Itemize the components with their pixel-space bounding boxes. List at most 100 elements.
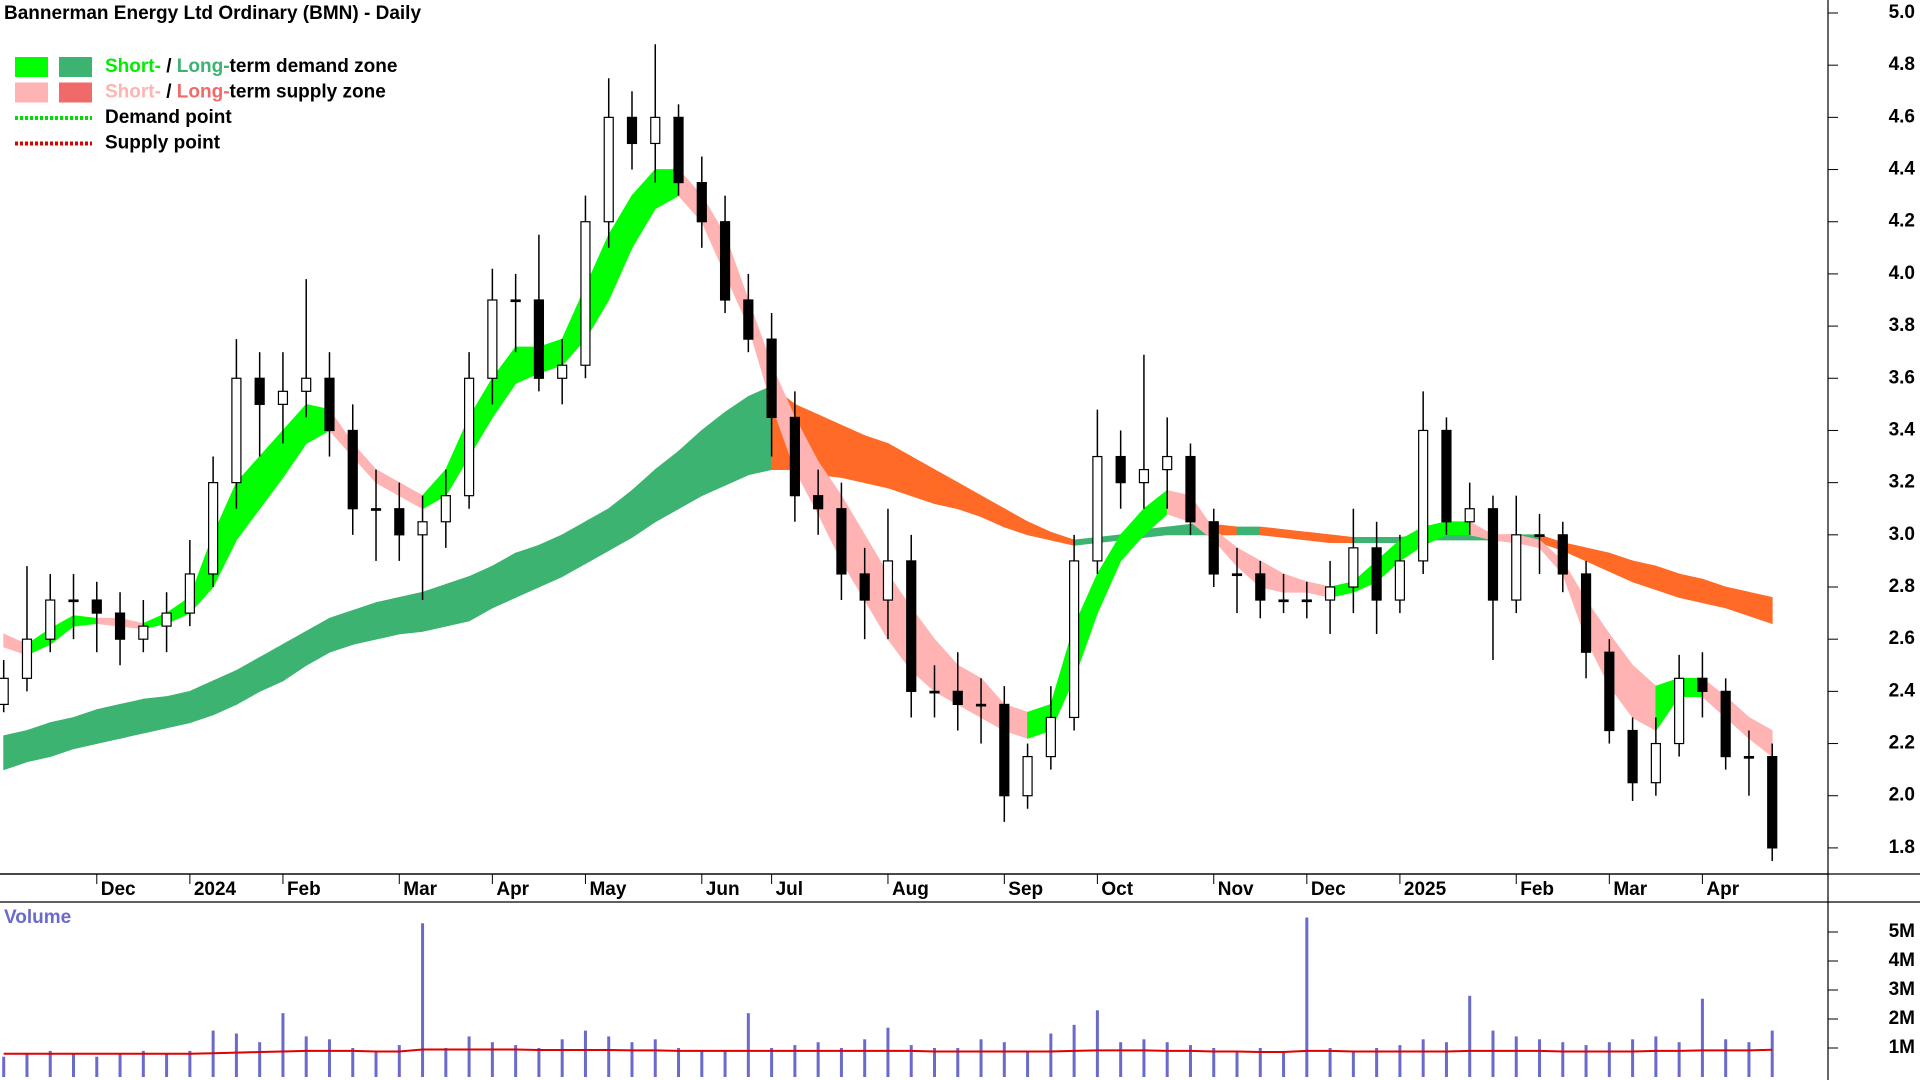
candle-body — [1557, 534, 1568, 575]
volume-bar — [165, 1053, 169, 1077]
zone-segment — [724, 395, 749, 486]
y-tick-label: 2.0 — [1889, 785, 1915, 806]
volume-bar — [1421, 1039, 1425, 1077]
volume-bar — [1212, 1048, 1216, 1077]
y-tick-label: 4M — [1889, 950, 1915, 971]
volume-bar — [1049, 1033, 1053, 1077]
volume-bar — [467, 1036, 471, 1077]
candle-body — [603, 116, 614, 223]
candle-body — [952, 690, 963, 706]
candle-body — [882, 560, 894, 601]
volume-bar — [304, 1036, 308, 1077]
volume-bar — [234, 1033, 238, 1077]
legend-text: Long- — [177, 56, 230, 77]
y-tick-label: 3.2 — [1889, 472, 1915, 493]
volume-bar — [653, 1039, 657, 1077]
volume-bar — [2, 1056, 6, 1077]
legend-text: Short- — [105, 82, 161, 103]
candle-body — [533, 299, 545, 379]
volume-bar — [490, 1042, 494, 1077]
volume-average — [3, 1048, 1773, 1055]
y-tick-label: 4.2 — [1889, 211, 1915, 232]
zone-segment — [398, 591, 423, 635]
x-tick-label: Mar — [403, 879, 437, 900]
candle-body — [1418, 429, 1429, 562]
y-tick-label: 1.8 — [1889, 837, 1915, 858]
zone-segment — [445, 576, 470, 627]
candle-body — [347, 429, 358, 510]
candle-body — [1487, 508, 1499, 601]
y-tick-label: 3.8 — [1889, 315, 1915, 336]
volume-bar — [1677, 1042, 1681, 1077]
volume-bar — [630, 1042, 634, 1077]
x-tick-label: Jun — [706, 879, 740, 900]
volume-bar — [421, 923, 425, 1077]
x-tick-label: Feb — [1520, 879, 1554, 900]
zone-segment — [1236, 526, 1261, 536]
candle-body — [999, 703, 1010, 797]
candle-body — [813, 495, 824, 510]
volume-bar — [607, 1036, 611, 1077]
zone-segment — [422, 583, 447, 632]
zone-segment — [329, 609, 354, 653]
volume-bar — [1142, 1039, 1146, 1077]
candle-body — [1767, 755, 1778, 849]
candle-body — [324, 377, 335, 432]
volume-bar — [1398, 1045, 1402, 1077]
volume-bar — [1491, 1030, 1495, 1077]
volume-bar — [723, 1050, 727, 1077]
legend-text: / — [161, 82, 177, 103]
candle-body — [1627, 729, 1638, 784]
volume-bar — [118, 1053, 122, 1077]
volume-bar — [1654, 1036, 1658, 1077]
legend-label: Demand point — [105, 107, 232, 128]
candle-body — [301, 377, 312, 392]
volume-bar — [933, 1048, 936, 1077]
candle-body — [254, 377, 265, 405]
candle-body — [859, 573, 870, 601]
candle-body — [1743, 755, 1755, 759]
legend-text: Long- — [177, 82, 230, 103]
candle-body — [394, 508, 405, 536]
x-tick-label: Dec — [1311, 879, 1346, 900]
y-tick-label: 2.4 — [1889, 680, 1916, 701]
x-tick-label: Feb — [287, 879, 321, 900]
x-tick-label: Aug — [892, 879, 929, 900]
legend-swatch — [15, 82, 48, 103]
volume-bar — [327, 1039, 331, 1077]
zone-segment — [1748, 591, 1773, 625]
y-tick-label: 3.0 — [1889, 524, 1915, 545]
volume-bar — [1375, 1048, 1379, 1077]
volume-bar — [1724, 1039, 1728, 1077]
volume-bar — [1584, 1045, 1588, 1077]
y-tick-label: 2.6 — [1889, 628, 1915, 649]
candle-body — [1534, 534, 1545, 537]
candle-body — [1371, 547, 1382, 601]
volume-bar — [1026, 1050, 1030, 1077]
y-tick-label: 4.4 — [1889, 159, 1916, 180]
candle-body — [1278, 599, 1289, 603]
x-tick-label: May — [589, 879, 626, 900]
candle-body — [1092, 455, 1103, 562]
candle-body — [766, 338, 777, 419]
legend-label: Short- / Long-term supply zone — [105, 82, 386, 103]
volume-bar — [1002, 1042, 1006, 1077]
candles — [0, 44, 1778, 861]
volume-bar — [397, 1045, 401, 1077]
volume-bar — [979, 1039, 983, 1077]
candle-body — [929, 690, 940, 694]
x-tick-label: Nov — [1218, 879, 1254, 900]
candle-body — [580, 221, 591, 366]
volume-bar — [1444, 1042, 1448, 1077]
volume-bar — [374, 1050, 378, 1077]
candle-body — [91, 599, 102, 614]
zone-segment — [841, 424, 866, 484]
volume-bar — [1351, 1050, 1355, 1077]
candle-body — [1324, 586, 1336, 601]
volume-bar — [1282, 1050, 1286, 1077]
legend-text: Supply point — [105, 133, 221, 154]
candle-body — [557, 364, 568, 379]
zone-segment — [119, 698, 144, 739]
